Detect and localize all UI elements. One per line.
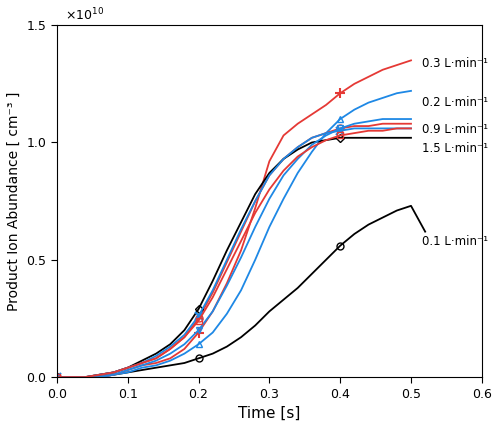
- Text: 0.2 L·min⁻¹: 0.2 L·min⁻¹: [422, 96, 488, 109]
- X-axis label: Time [s]: Time [s]: [238, 406, 300, 421]
- Text: $\times10^{10}$: $\times10^{10}$: [66, 7, 104, 24]
- Text: 0.3 L·min⁻¹: 0.3 L·min⁻¹: [422, 57, 488, 70]
- Text: 1.5 L·min⁻¹: 1.5 L·min⁻¹: [422, 142, 488, 155]
- Text: 0.9 L·min⁻¹: 0.9 L·min⁻¹: [422, 123, 488, 136]
- Y-axis label: Product Ion Abundance [ cm⁻³ ]: Product Ion Abundance [ cm⁻³ ]: [7, 92, 21, 311]
- Text: 0.1 L·min⁻¹: 0.1 L·min⁻¹: [422, 235, 488, 247]
